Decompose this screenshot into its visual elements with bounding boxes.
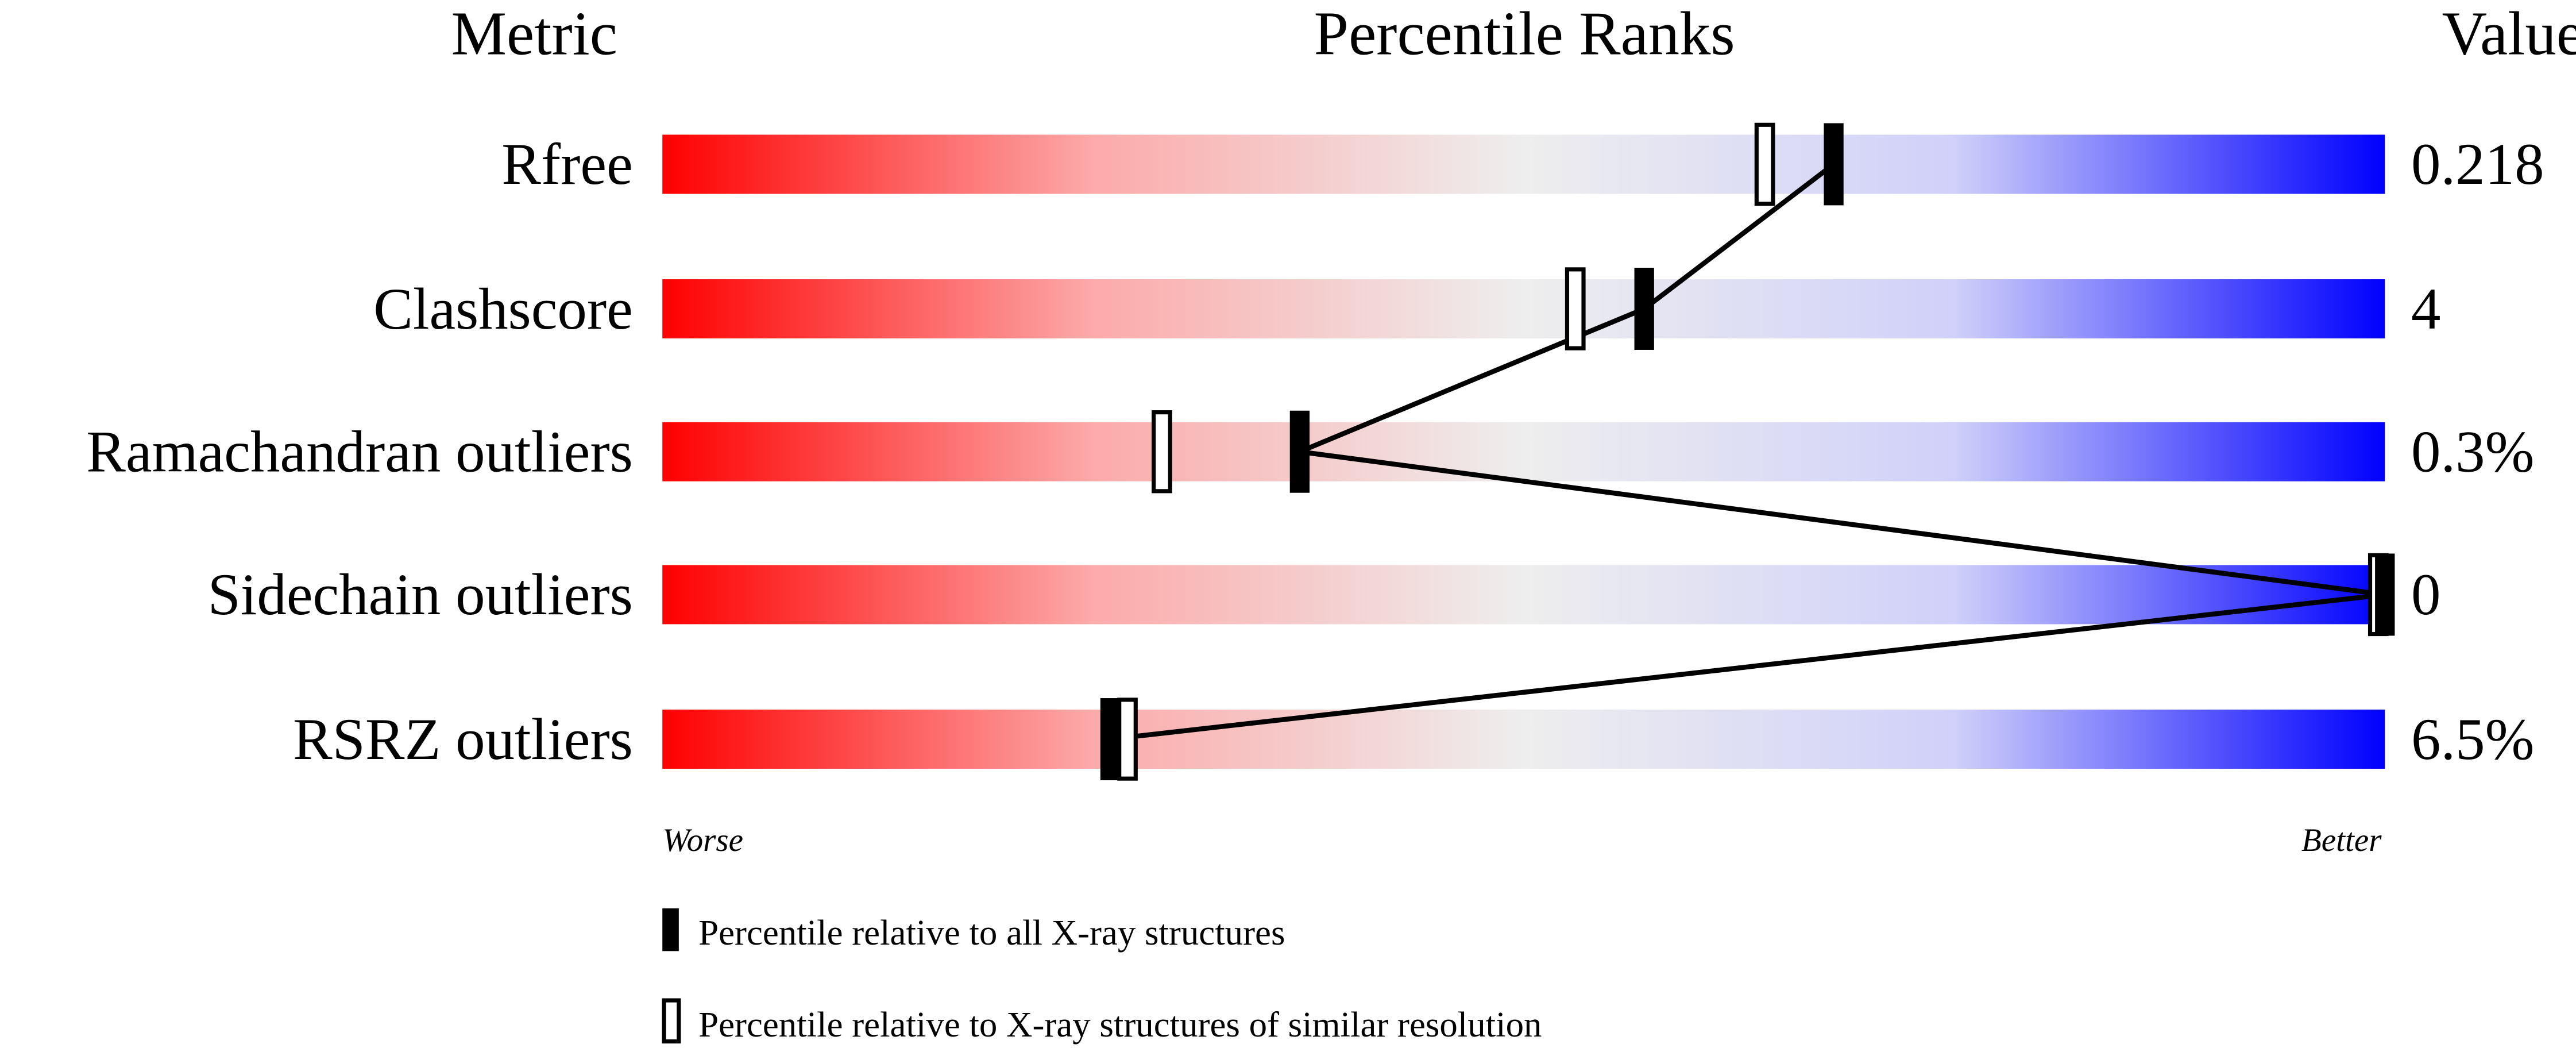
similar-resolution-marker bbox=[1117, 698, 1138, 781]
metric-value: 0.3% bbox=[2411, 419, 2534, 485]
metric-label: Ramachandran outliers bbox=[86, 419, 633, 485]
better-label: Better bbox=[2301, 822, 2382, 858]
gradient-bar bbox=[662, 422, 2385, 481]
all-structures-marker bbox=[2375, 553, 2395, 636]
gradient-bar bbox=[662, 565, 2385, 625]
header-metric: Metric bbox=[451, 0, 617, 68]
worse-label: Worse bbox=[662, 822, 743, 858]
all-structures-marker bbox=[1634, 268, 1654, 350]
gradient-bar bbox=[662, 710, 2385, 769]
all-structures-marker bbox=[1289, 410, 1310, 493]
metric-value: 6.5% bbox=[2411, 707, 2534, 772]
gradient-bar bbox=[662, 134, 2385, 194]
metric-value: 0.218 bbox=[2411, 132, 2544, 197]
metric-label: Clashscore bbox=[373, 276, 633, 342]
header-percentile-ranks: Percentile Ranks bbox=[1314, 0, 1735, 68]
header-value: Value bbox=[2442, 0, 2576, 68]
legend-similar-label: Percentile relative to X-ray structures … bbox=[698, 1004, 1542, 1045]
legend-filled-marker bbox=[662, 908, 679, 951]
similar-resolution-marker bbox=[1754, 122, 1775, 206]
similar-resolution-marker bbox=[1152, 410, 1172, 494]
metric-label: Sidechain outliers bbox=[208, 562, 633, 627]
similar-resolution-marker bbox=[1565, 267, 1586, 350]
legend-all-label: Percentile relative to all X-ray structu… bbox=[698, 912, 1285, 953]
all-structures-marker bbox=[1100, 698, 1121, 780]
legend-open-marker bbox=[662, 998, 681, 1044]
metric-value: 0 bbox=[2411, 562, 2440, 627]
metric-value: 4 bbox=[2411, 276, 2440, 342]
all-structures-marker bbox=[1824, 123, 1844, 206]
metric-label: Rfree bbox=[501, 132, 633, 197]
gradient-bar bbox=[662, 279, 2385, 338]
metric-label: RSRZ outliers bbox=[293, 707, 633, 772]
